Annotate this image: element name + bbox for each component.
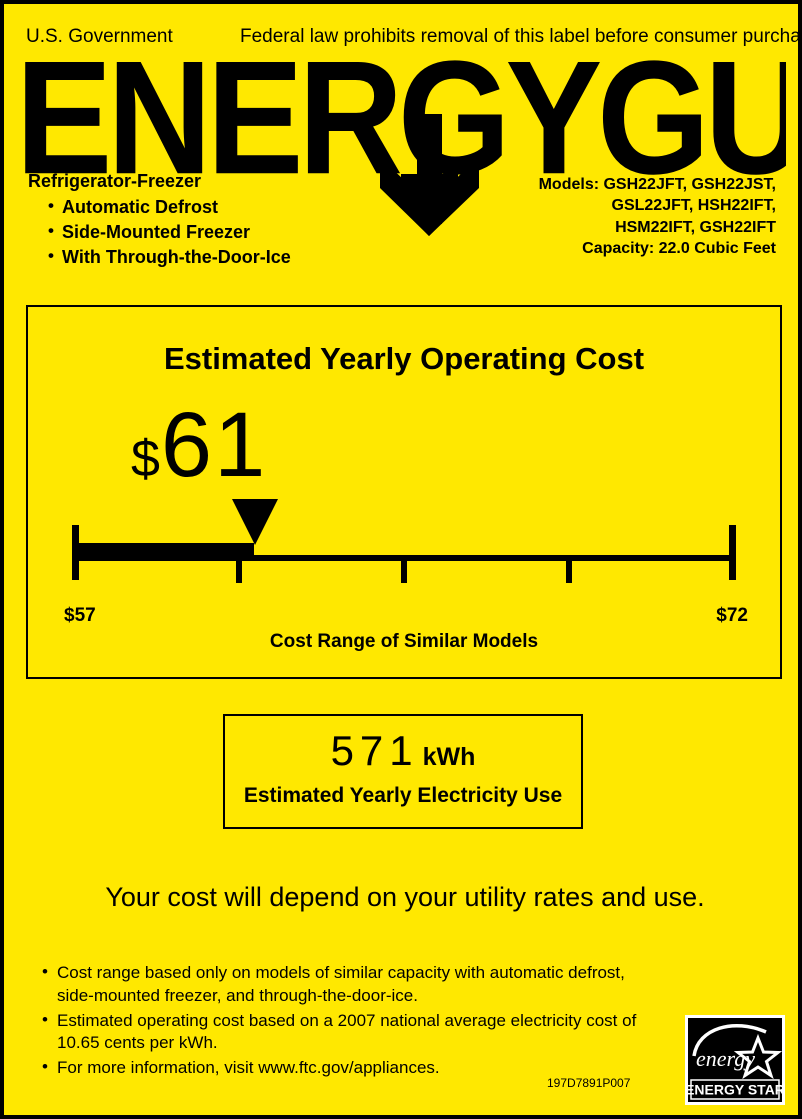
scale-tick (566, 557, 572, 583)
footnote-item: For more information, visit www.ftc.gov/… (42, 1056, 662, 1080)
footnote-item: Estimated operating cost based on a 2007… (42, 1009, 662, 1056)
scale-high-label: $72 (716, 605, 748, 626)
operating-cost-amount: $61 (131, 399, 267, 491)
star-icon (733, 1033, 782, 1080)
us-government-text: U.S. Government (26, 26, 173, 47)
product-type: Refrigerator-Freezer (28, 171, 202, 191)
currency-symbol: $ (131, 430, 161, 488)
scale-tick (236, 557, 242, 583)
energy-star-wordmark: ENERGY STAR (688, 1082, 782, 1098)
scale-end-tick-high (729, 525, 736, 580)
product-feature: With Through-the-Door-Ice (48, 244, 458, 270)
header-row: U.S. Government Federal law prohibits re… (4, 26, 802, 52)
energy-star-logo-inner: energy ENERGY STAR (688, 1018, 782, 1102)
energyguide-wordmark: ENERGYGUIDE (24, 54, 786, 236)
federal-law-notice: Federal law prohibits removal of this la… (240, 26, 802, 47)
product-description: Refrigerator-Freezer Automatic Defrost S… (28, 172, 458, 269)
product-feature-list: Automatic Defrost Side-Mounted Freezer W… (28, 194, 458, 270)
scale-axis-line (74, 555, 734, 561)
models-line-1: Models: GSH22JFT, GSH22JST, (538, 176, 776, 193)
electricity-caption: Estimated Yearly Electricity Use (243, 784, 563, 807)
energy-star-logo: energy ENERGY STAR (685, 1015, 785, 1105)
scale-caption: Cost Range of Similar Models (269, 631, 539, 652)
energy-star-wordmark-band (690, 1079, 780, 1100)
electricity-unit: kWh (422, 743, 476, 771)
footnote-item: Cost range based only on models of simil… (42, 961, 662, 1008)
operating-cost-panel: Estimated Yearly Operating Cost $61 (26, 305, 782, 679)
product-feature: Side-Mounted Freezer (48, 219, 458, 245)
cost-value: 61 (160, 394, 268, 496)
part-number: 197D7891P007 (547, 1076, 631, 1090)
models-line-2: GSL22JFT, HSH22IFT, (611, 197, 777, 215)
electricity-use-panel: 571 kWh Estimated Yearly Electricity Use (223, 714, 583, 829)
scale-low-label: $57 (64, 605, 96, 626)
capacity-text: Capacity: 22.0 Cubic Feet (582, 239, 776, 257)
models-line-3: HSM22IFT, GSH22IFT (615, 218, 776, 236)
cost-range-fill-bar (74, 543, 254, 558)
scale-tick (401, 557, 407, 583)
footnotes-block: Cost range based only on models of simil… (42, 961, 662, 1082)
energy-star-arc-icon (692, 1024, 767, 1057)
scale-end-tick-low (72, 525, 79, 580)
cost-disclaimer: Your cost will depend on your utility ra… (105, 882, 705, 912)
model-numbers-block: Models: GSH22JFT, GSH22JST, GSL22JFT, HS… (406, 174, 776, 259)
product-feature: Automatic Defrost (48, 194, 458, 220)
electricity-value-row: 571 kWh (225, 716, 581, 772)
cost-marker-triangle-icon (232, 499, 278, 545)
operating-cost-title: Estimated Yearly Operating Cost (163, 341, 645, 376)
electricity-value: 571 (330, 727, 419, 774)
